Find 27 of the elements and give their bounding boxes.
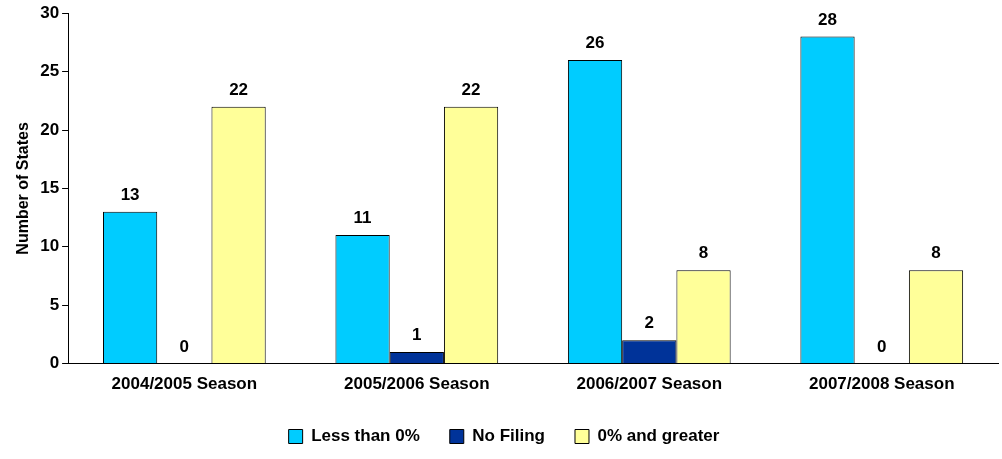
data-label: 8 (698, 243, 709, 263)
data-label: 28 (818, 9, 837, 29)
data-label: 0 (179, 336, 190, 356)
x-tick-label: 2005/2006 Season (344, 374, 490, 394)
y-tick-label: 15 (40, 178, 60, 198)
x-tick-label: 2004/2005 Season (111, 374, 258, 394)
data-label: 2 (644, 313, 655, 333)
y-tick-label: 10 (40, 236, 60, 256)
legend-label: 0% and greater (597, 426, 720, 446)
y-tick-label: 20 (40, 119, 60, 139)
legend-label: Less than 0% (311, 426, 420, 446)
y-tick-label: 25 (40, 61, 60, 81)
y-tick-label: 30 (40, 2, 60, 22)
y-tick-label: 0 (49, 353, 60, 373)
data-label: 22 (461, 79, 481, 99)
data-label: 0 (877, 336, 887, 356)
data-label: 13 (120, 184, 140, 204)
y-tick-label: 5 (49, 294, 60, 314)
data-label: 1 (412, 325, 422, 345)
data-label: 26 (585, 33, 605, 53)
data-label: 11 (353, 208, 372, 228)
y-axis-title: Number of States (14, 122, 32, 255)
data-label: 22 (229, 79, 249, 99)
x-tick-label: 2007/2008 Season (808, 374, 955, 394)
data-label: 8 (931, 243, 941, 263)
legend-label: No Filing (472, 426, 545, 446)
x-tick-label: 2006/2007 Season (576, 374, 723, 394)
